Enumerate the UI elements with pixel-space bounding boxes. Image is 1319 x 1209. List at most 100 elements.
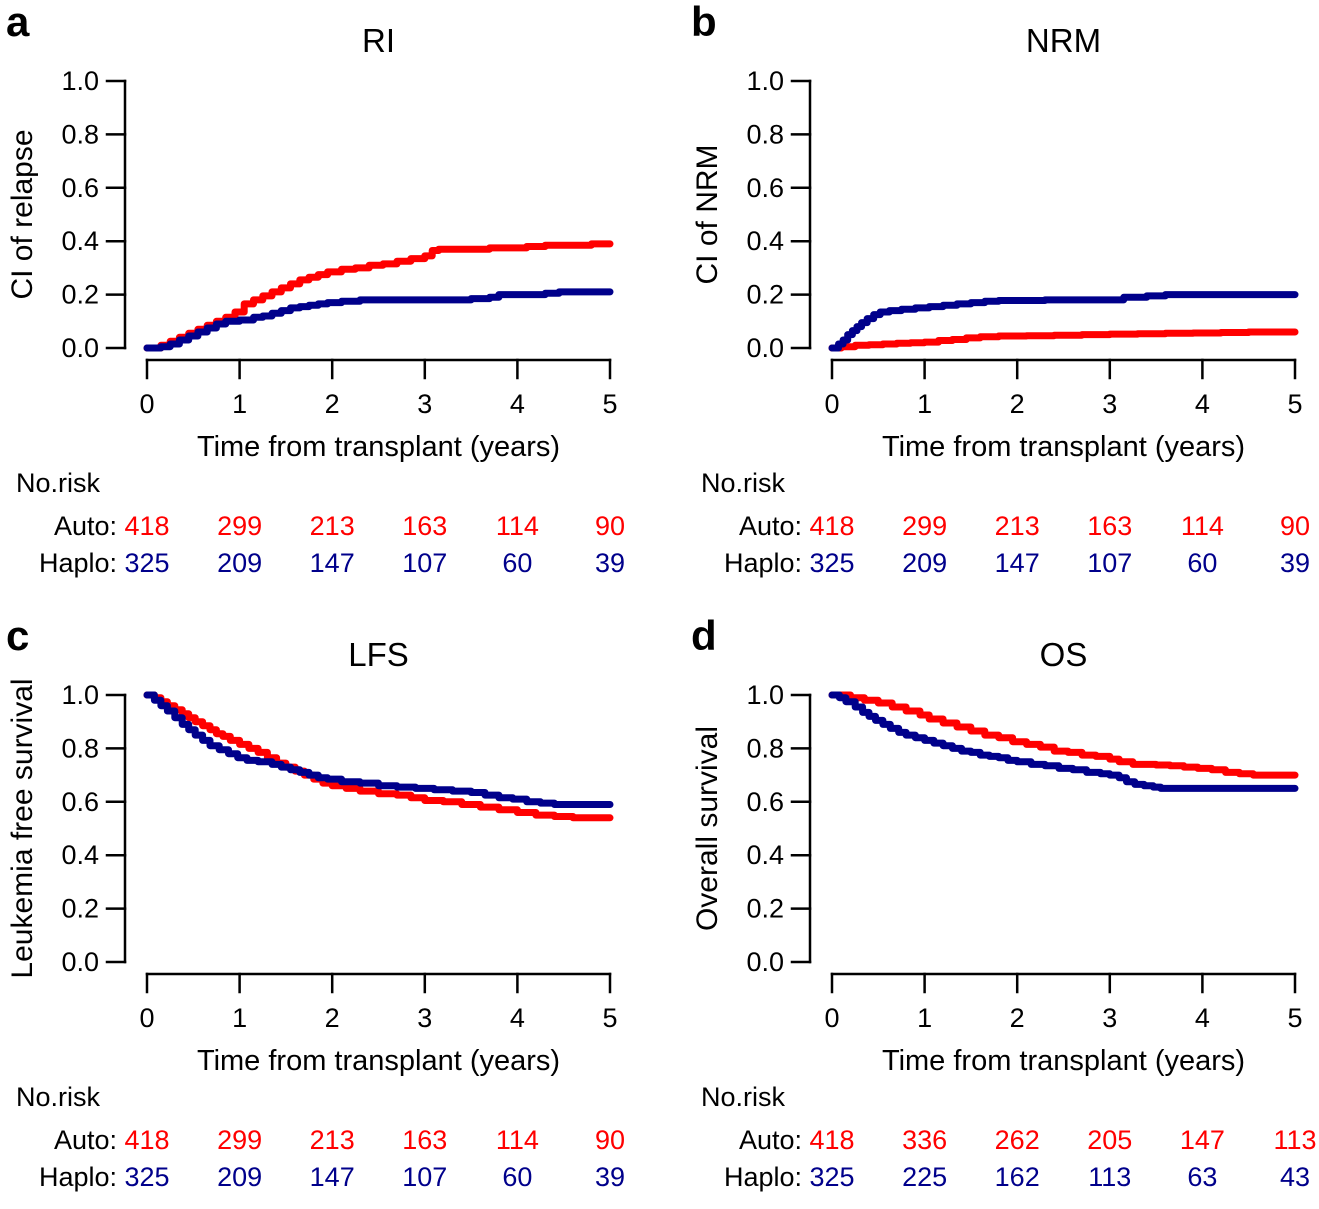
chart-title: LFS	[348, 636, 409, 673]
x-tick-label: 3	[1102, 389, 1117, 419]
y-tick-label: 0.8	[746, 733, 784, 763]
risk-value: 299	[217, 1125, 262, 1155]
survival-curve-haplo	[828, 291, 1299, 352]
panel-d: d OS 0.0 0.2 0.4 0.6 0.8 1.0 Overall survival 0 1 2…	[660, 604, 1319, 1209]
risk-value: 90	[595, 1125, 625, 1155]
risk-table-heading: No.risk	[701, 468, 786, 498]
risk-value: 162	[995, 1162, 1040, 1192]
y-tick-label: 0.0	[746, 333, 784, 363]
x-tick-label: 5	[1287, 389, 1302, 419]
y-tick-label: 0.4	[746, 840, 784, 870]
risk-value: 325	[809, 548, 854, 578]
x-tick-label: 1	[917, 389, 932, 419]
y-tick-label: 0.4	[746, 226, 784, 256]
y-tick-label: 0.4	[61, 840, 99, 870]
risk-value: 299	[902, 511, 947, 541]
y-tick-label: 1.0	[61, 66, 99, 96]
y-axis-title: CI of NRM	[691, 144, 724, 284]
x-tick-label: 5	[602, 1003, 617, 1033]
chart-title: RI	[362, 22, 395, 59]
y-tick-label: 0.8	[61, 733, 99, 763]
risk-value: 39	[1280, 548, 1310, 578]
risk-value: 299	[217, 511, 262, 541]
y-axis-title: Leukemia free survival	[6, 678, 39, 978]
risk-value: 213	[310, 511, 355, 541]
x-tick-label: 3	[417, 1003, 432, 1033]
panel-letter: b	[691, 0, 717, 45]
risk-value: 39	[595, 1162, 625, 1192]
x-axis-title: Time from transplant (years)	[197, 1045, 560, 1077]
x-axis-title: Time from transplant (years)	[882, 1045, 1245, 1077]
survival-curve-haplo	[828, 691, 1299, 792]
risk-row-label: Haplo:	[39, 548, 117, 578]
x-tick-label: 5	[602, 389, 617, 419]
risk-value: 418	[809, 1125, 854, 1155]
risk-value: 147	[995, 548, 1040, 578]
risk-value: 107	[402, 1162, 447, 1192]
risk-value: 209	[217, 548, 262, 578]
y-axis-title: Overall survival	[691, 726, 724, 931]
risk-value: 113	[1088, 1162, 1131, 1192]
risk-value: 43	[1280, 1162, 1310, 1192]
y-tick-label: 0.2	[61, 280, 99, 310]
risk-value: 205	[1087, 1125, 1132, 1155]
risk-value: 163	[402, 511, 447, 541]
risk-value: 336	[902, 1125, 947, 1155]
risk-table-heading: No.risk	[16, 1082, 101, 1112]
risk-value: 107	[1087, 548, 1132, 578]
risk-value: 163	[1087, 511, 1132, 541]
risk-value: 114	[496, 511, 539, 541]
survival-curve-haplo	[143, 288, 614, 352]
risk-row-label: Haplo:	[724, 548, 802, 578]
panel-letter: c	[6, 612, 29, 659]
risk-value: 209	[902, 548, 947, 578]
y-tick-label: 0.8	[61, 119, 99, 149]
panel-letter: a	[6, 0, 30, 45]
panel-a-chart: a RI 0.0 0.2 0.4 0.6 0.8 1.0 CI of relapse 0 1 2 3 4 5…	[6, 0, 625, 578]
y-tick-label: 0.2	[746, 894, 784, 924]
x-tick-label: 1	[232, 1003, 247, 1033]
x-axis-title: Time from transplant (years)	[882, 431, 1245, 463]
x-tick-label: 3	[1102, 1003, 1117, 1033]
survival-curve-haplo	[143, 691, 614, 808]
y-tick-label: 0.6	[61, 787, 99, 817]
risk-value: 418	[809, 511, 854, 541]
x-tick-label: 5	[1287, 1003, 1302, 1033]
x-tick-label: 0	[139, 1003, 154, 1033]
risk-table-heading: No.risk	[16, 468, 101, 498]
risk-row-label: Auto:	[54, 511, 117, 541]
panel-c-chart: c LFS 0.0 0.2 0.4 0.6 0.8 1.0 Leukemia free surv…	[6, 612, 625, 1192]
risk-row-label: Auto:	[739, 511, 802, 541]
risk-row-label: Auto:	[54, 1125, 117, 1155]
x-tick-label: 3	[417, 389, 432, 419]
risk-row-label: Haplo:	[724, 1162, 802, 1192]
survival-curve-auto	[828, 328, 1299, 352]
risk-value: 113	[1273, 1125, 1316, 1155]
risk-value: 63	[1187, 1162, 1217, 1192]
y-tick-label: 0.0	[61, 947, 99, 977]
risk-value: 147	[310, 1162, 355, 1192]
y-tick-label: 1.0	[746, 680, 784, 710]
risk-table-heading: No.risk	[701, 1082, 786, 1112]
risk-value: 418	[124, 511, 169, 541]
risk-value: 60	[502, 1162, 532, 1192]
risk-value: 163	[402, 1125, 447, 1155]
risk-value: 418	[124, 1125, 169, 1155]
risk-value: 60	[502, 548, 532, 578]
y-tick-label: 0.6	[746, 173, 784, 203]
x-tick-label: 0	[139, 389, 154, 419]
risk-value: 114	[1181, 511, 1224, 541]
x-tick-label: 1	[232, 389, 247, 419]
panel-b-chart: b NRM 0.0 0.2 0.4 0.6 0.8 1.0 CI of NRM 0 1 2 3 4 5 Tim…	[691, 0, 1310, 578]
x-axis-title: Time from transplant (years)	[197, 431, 560, 463]
x-tick-label: 2	[1010, 1003, 1025, 1033]
risk-value: 325	[809, 1162, 854, 1192]
y-tick-label: 0.8	[746, 119, 784, 149]
y-tick-label: 0.6	[746, 787, 784, 817]
survival-curve-auto	[828, 691, 1299, 779]
risk-value: 90	[1280, 511, 1310, 541]
x-tick-label: 0	[824, 389, 839, 419]
x-tick-label: 4	[510, 1003, 525, 1033]
risk-value: 325	[124, 1162, 169, 1192]
risk-row-label: Auto:	[739, 1125, 802, 1155]
